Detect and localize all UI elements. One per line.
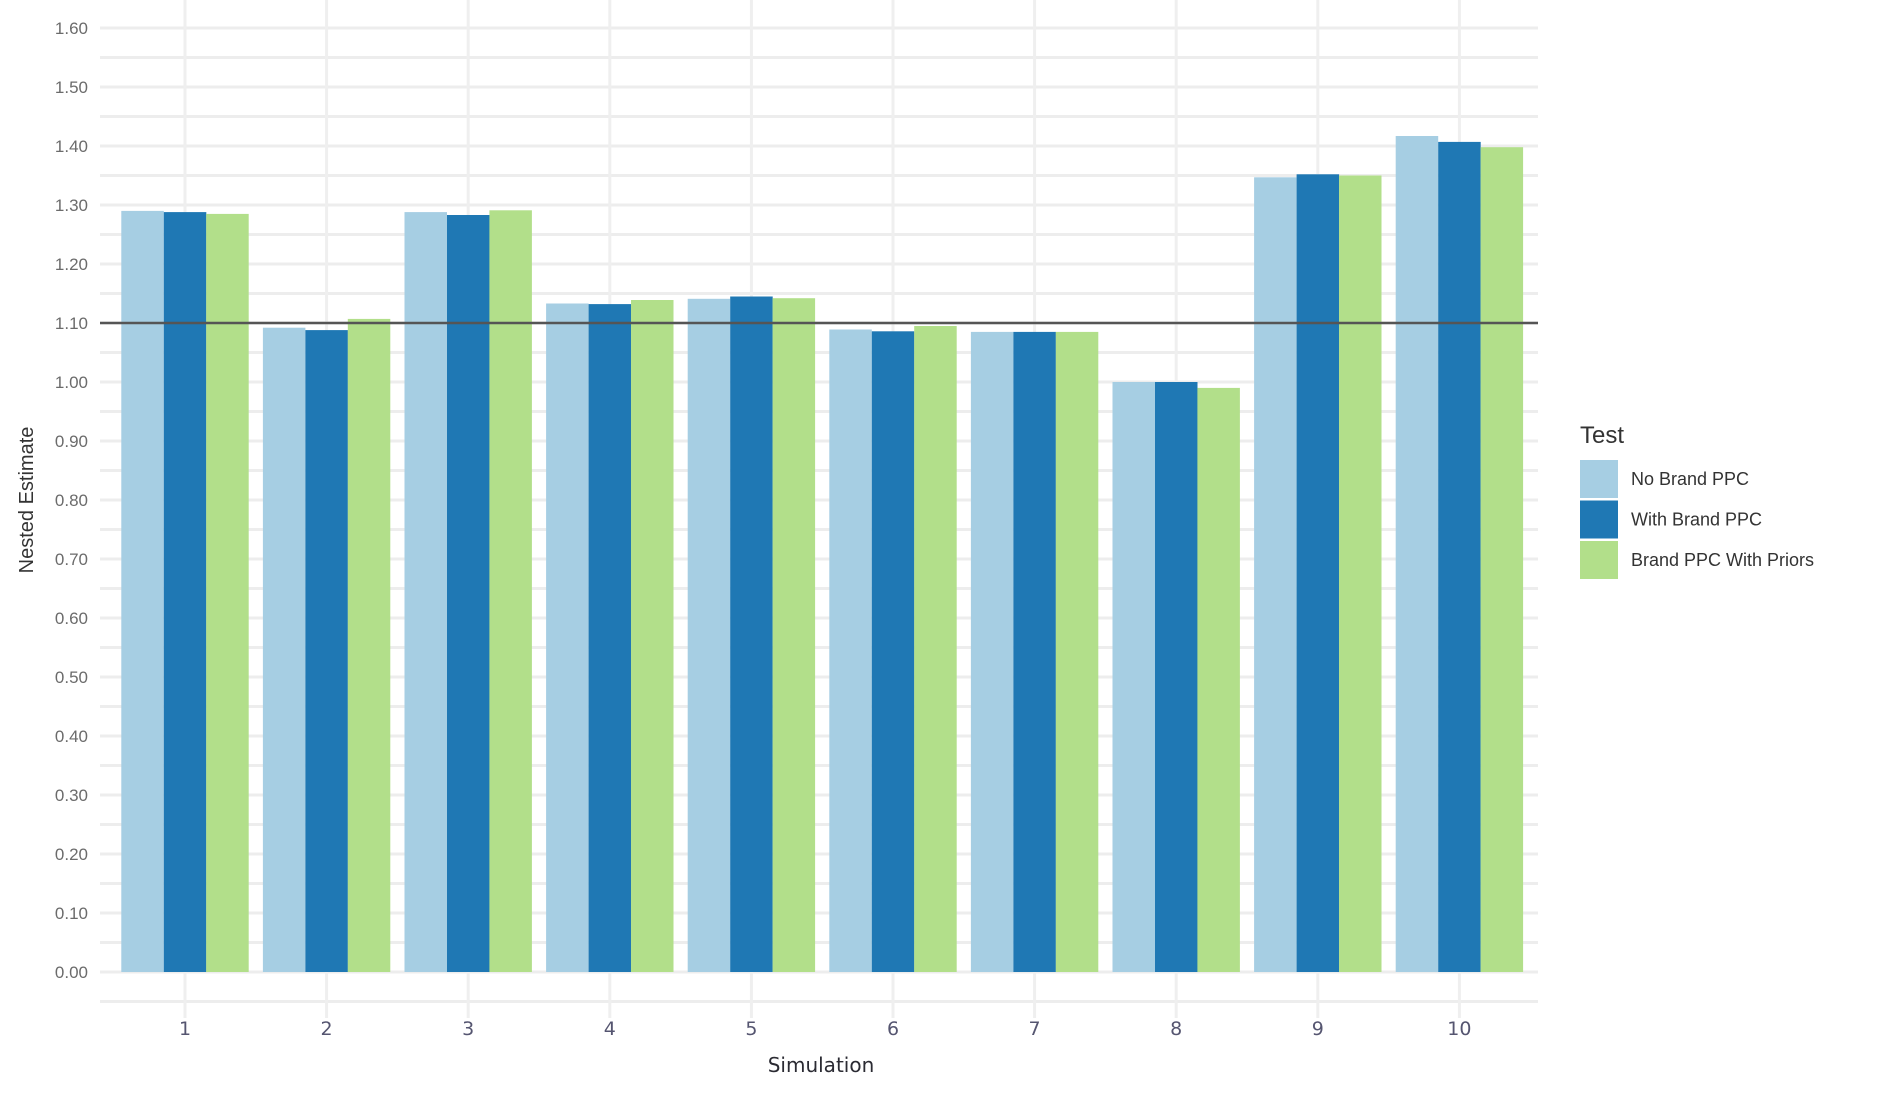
bar (489, 210, 532, 973)
legend-item: No Brand PPC (1580, 460, 1749, 498)
bar (829, 329, 872, 972)
x-tick-label: 2 (321, 1018, 333, 1040)
y-axis-ticks: 0.00 0.10 0.20 0.30 0.40 0.50 0.60 0.70 0.80 0.90… (55, 19, 88, 982)
y-tick-label: 1.20 (55, 255, 88, 274)
bar (404, 212, 447, 973)
y-tick-label: 0.50 (55, 668, 88, 687)
y-tick-label: 0.40 (55, 727, 88, 746)
legend-label: With Brand PPC (1631, 510, 1762, 530)
y-tick-label: 0.30 (55, 786, 88, 805)
bar (546, 303, 589, 972)
y-tick-label: 1.40 (55, 137, 88, 156)
bar (914, 326, 957, 972)
y-tick-label: 0.60 (55, 609, 88, 628)
bar (871, 331, 915, 972)
bar (347, 318, 391, 972)
x-tick-label: 9 (1312, 1018, 1324, 1040)
bar (305, 330, 348, 973)
bar (730, 296, 773, 972)
bar (970, 331, 1014, 972)
legend-item: Brand PPC With Priors (1580, 541, 1814, 579)
y-tick-label: 0.20 (55, 845, 88, 864)
y-tick-label: 0.90 (55, 432, 88, 451)
bar (1055, 331, 1099, 972)
legend-label: No Brand PPC (1631, 469, 1749, 489)
y-tick-label: 1.50 (55, 78, 88, 97)
bar (1197, 387, 1240, 972)
bar (163, 212, 207, 973)
x-tick-label: 3 (462, 1018, 474, 1040)
y-axis-title: Nested Estimate (16, 427, 38, 574)
bar (206, 213, 249, 972)
x-tick-label: 6 (887, 1018, 899, 1040)
bar (631, 300, 674, 972)
bar (1112, 382, 1155, 972)
y-tick-label: 0.10 (55, 904, 88, 923)
bar (1438, 141, 1481, 972)
legend: Test No Brand PPC With Brand PPC Brand PPC… (1580, 422, 1814, 579)
x-tick-label: 10 (1447, 1018, 1471, 1040)
y-tick-label: 1.30 (55, 196, 88, 215)
bar (447, 215, 490, 972)
x-tick-label: 7 (1029, 1018, 1041, 1040)
bar (121, 210, 164, 972)
legend-title: Test (1580, 422, 1624, 449)
y-tick-label: 0.00 (55, 963, 88, 982)
bar (687, 298, 731, 972)
x-axis-title: Simulation (768, 1053, 875, 1077)
bar (1155, 382, 1198, 972)
legend-key-swatch (1580, 541, 1618, 579)
legend-label: Brand PPC With Priors (1631, 550, 1814, 570)
legend-key-swatch (1580, 500, 1618, 539)
y-tick-label: 1.10 (55, 314, 88, 333)
x-tick-label: 4 (604, 1018, 616, 1040)
x-tick-label: 1 (179, 1018, 191, 1040)
bar (1395, 136, 1439, 972)
bar (1013, 331, 1056, 972)
bar (1296, 174, 1340, 973)
x-axis-ticks: 1 2 3 4 5 6 7 8 9 10 (179, 1018, 1472, 1040)
y-tick-label: 1.60 (55, 19, 88, 38)
legend-item: With Brand PPC (1580, 500, 1762, 539)
y-tick-label: 1.00 (55, 373, 88, 392)
bar (772, 298, 816, 972)
bars (121, 136, 1524, 973)
y-tick-label: 0.70 (55, 550, 88, 569)
bar (588, 304, 632, 973)
bar (262, 327, 306, 972)
bar (1254, 177, 1297, 973)
y-tick-label: 0.80 (55, 491, 88, 510)
bar (1339, 175, 1382, 972)
x-tick-label: 5 (745, 1018, 757, 1040)
bar (1480, 147, 1524, 972)
x-tick-label: 8 (1170, 1018, 1182, 1040)
legend-key-swatch (1580, 460, 1618, 498)
